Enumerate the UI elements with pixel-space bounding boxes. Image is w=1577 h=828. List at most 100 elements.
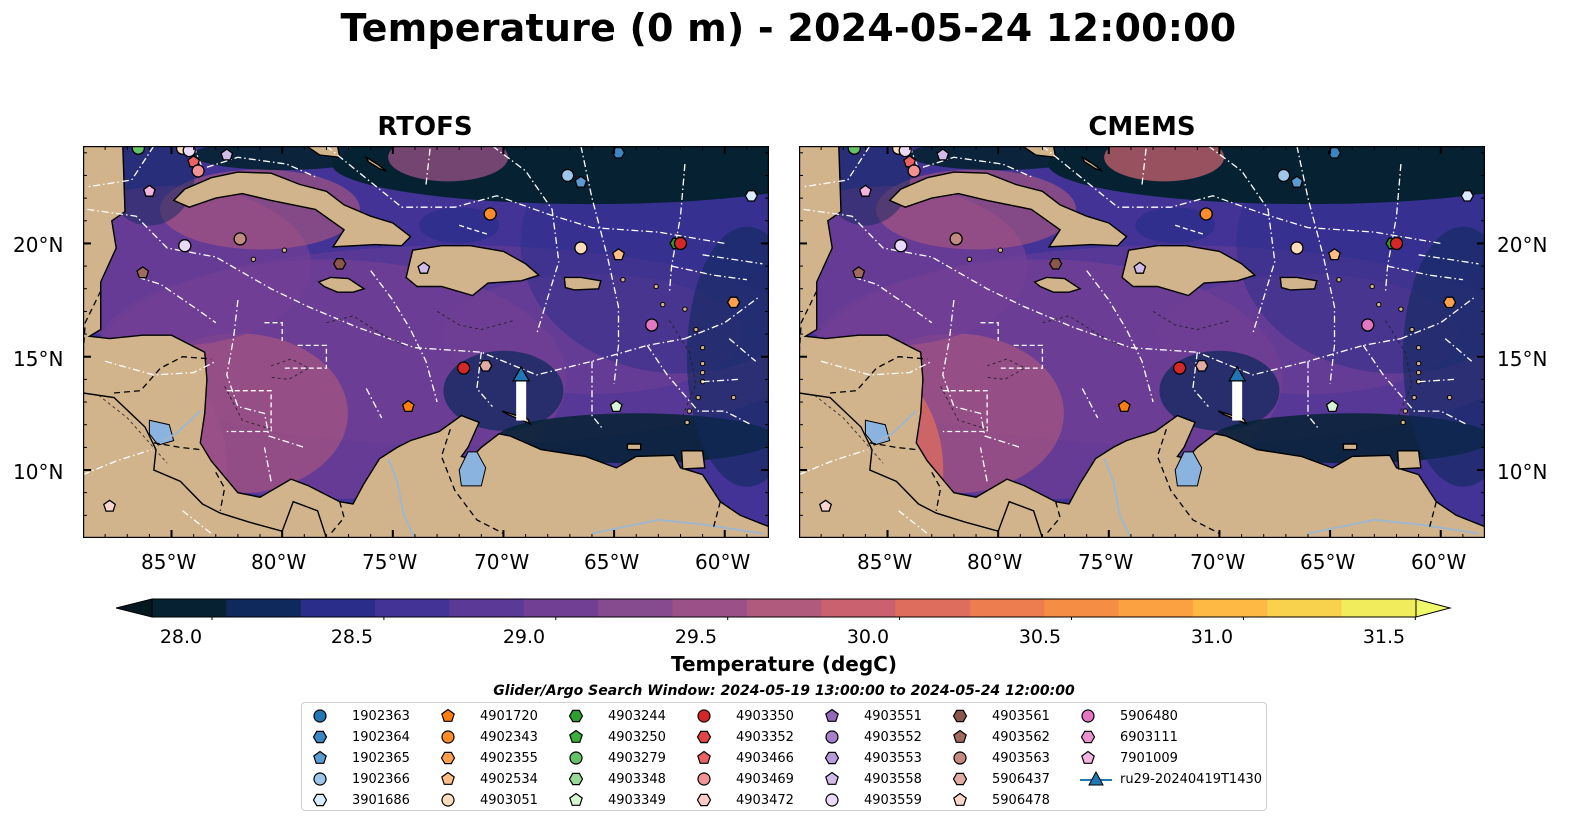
legend-label: 1902364 — [352, 730, 410, 745]
colorbar-tick-31-0: 31.0 — [1190, 626, 1234, 648]
panel-title-cmems: CMEMS — [1088, 112, 1196, 142]
map-panel-cmems[interactable] — [799, 146, 1485, 538]
colorbar-segment-6 — [598, 599, 674, 617]
legend: 1902363 1902364 1902365 1902366 3901686 49017… — [301, 702, 1267, 811]
legend-label: 4903279 — [608, 751, 666, 766]
legend-marker-icon — [824, 751, 840, 765]
lat-tick-15n-right: 15°N — [1497, 347, 1548, 371]
legend-marker-icon — [825, 793, 839, 807]
float-marker-0 — [131, 146, 145, 155]
legend-label: 4903349 — [608, 793, 666, 808]
float-marker-23 — [456, 361, 471, 375]
lon-tick-60w-left: 60°W — [695, 550, 751, 574]
colorbar-segment-15 — [1267, 599, 1343, 617]
float-marker-22 — [1361, 318, 1375, 332]
legend-label: 4903563 — [992, 751, 1050, 766]
colorbar-segment-0 — [152, 599, 227, 617]
glider-marker — [512, 365, 531, 382]
colorbar-segment-11 — [969, 599, 1045, 617]
legend-label: 4903472 — [736, 793, 794, 808]
float-marker-10 — [332, 257, 347, 270]
float-marker-6 — [858, 184, 872, 197]
float-marker-7 — [894, 239, 908, 253]
float-marker-16 — [744, 190, 759, 202]
colorbar-tick-28-5: 28.5 — [330, 626, 374, 648]
colorbar-tick-28-0: 28.0 — [159, 626, 203, 648]
float-marker-18 — [612, 247, 625, 261]
colorbar-segment-12 — [1044, 599, 1120, 617]
colorbar-tick-30-0: 30.0 — [846, 626, 890, 648]
glider-marker — [1228, 365, 1247, 382]
legend-label: 4903469 — [736, 772, 794, 787]
legend-marker-icon — [569, 729, 583, 743]
float-marker-18 — [1328, 247, 1341, 261]
float-marker-13 — [560, 168, 575, 183]
legend-marker-icon — [697, 709, 711, 723]
legend-marker-icon — [697, 750, 711, 764]
lat-tick-15n-left: 15°N — [13, 347, 64, 371]
float-marker-23 — [1172, 361, 1187, 375]
float-marker-14 — [574, 175, 588, 188]
legend-marker-icon — [953, 792, 967, 806]
legend-label: 1902363 — [352, 709, 410, 724]
float-marker-9 — [136, 266, 150, 279]
float-marker-15 — [1327, 146, 1342, 159]
legend-label: 4902343 — [480, 730, 538, 745]
legend-label: 4903559 — [864, 793, 922, 808]
legend-marker-icon — [952, 772, 968, 786]
colorbar-tick-31-5: 31.5 — [1362, 626, 1406, 648]
legend-label: 4903244 — [608, 709, 666, 724]
lon-tick-85w-right: 85°W — [857, 550, 913, 574]
legend-label: 4903551 — [864, 709, 922, 724]
map-panel-rtofs[interactable] — [83, 146, 769, 538]
float-marker-10 — [1048, 257, 1063, 270]
float-marker-25 — [401, 399, 415, 413]
colorbar — [116, 598, 1452, 620]
float-marker-7 — [178, 239, 192, 253]
float-marker-26 — [609, 399, 623, 413]
legend-marker-icon — [825, 708, 839, 722]
lon-tick-65w-left: 65°W — [584, 550, 640, 574]
lat-tick-20n-right: 20°N — [1497, 233, 1548, 257]
legend-marker-icon — [953, 751, 967, 765]
legend-marker-icon — [313, 750, 327, 764]
float-marker-21 — [1442, 296, 1457, 309]
float-marker-11 — [1133, 261, 1147, 274]
legend-marker-icon — [825, 730, 839, 744]
float-marker-16 — [1460, 190, 1475, 202]
legend-label: 4903553 — [864, 751, 922, 766]
legend-marker-icon — [1080, 730, 1096, 744]
legend-label: 4903466 — [736, 751, 794, 766]
colorbar-segment-1 — [226, 599, 302, 617]
colorbar-segment-3 — [375, 599, 451, 617]
colorbar-segment-16 — [1341, 599, 1417, 617]
colorbar-tick-29-0: 29.0 — [502, 626, 546, 648]
legend-label: 5906480 — [1120, 709, 1178, 724]
legend-label: 4903552 — [864, 730, 922, 745]
float-marker-4 — [907, 164, 921, 178]
float-marker-24 — [1194, 359, 1209, 372]
panel-title-rtofs: RTOFS — [377, 112, 473, 142]
legend-marker-icon — [696, 730, 712, 744]
legend-marker-icon — [569, 792, 583, 806]
legend-marker-icon — [953, 729, 967, 743]
colorbar-segment-14 — [1192, 599, 1268, 617]
lon-tick-70w-right: 70°W — [1190, 550, 1246, 574]
lon-tick-70w-left: 70°W — [474, 550, 530, 574]
legend-label: 4903561 — [992, 709, 1050, 724]
legend-label: 5906478 — [992, 793, 1050, 808]
legend-marker-icon — [441, 730, 455, 744]
float-marker-17 — [1290, 241, 1304, 255]
float-marker-11 — [417, 261, 431, 274]
legend-label: 4903051 — [480, 793, 538, 808]
legend-label: 4903250 — [608, 730, 666, 745]
legend-marker-icon — [1081, 750, 1095, 764]
legend-marker-icon — [569, 751, 583, 765]
lon-tick-80w-left: 80°W — [251, 550, 307, 574]
float-marker-12 — [1199, 207, 1213, 221]
legend-title: Glider/Argo Search Window: 2024-05-19 13… — [493, 683, 1075, 699]
legend-marker-icon — [313, 709, 327, 723]
colorbar-segment-5 — [523, 599, 599, 617]
legend-label: 4901720 — [480, 709, 538, 724]
float-marker-25 — [1117, 399, 1131, 413]
